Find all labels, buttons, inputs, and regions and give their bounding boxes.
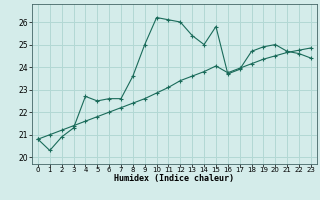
X-axis label: Humidex (Indice chaleur): Humidex (Indice chaleur) xyxy=(115,174,234,183)
